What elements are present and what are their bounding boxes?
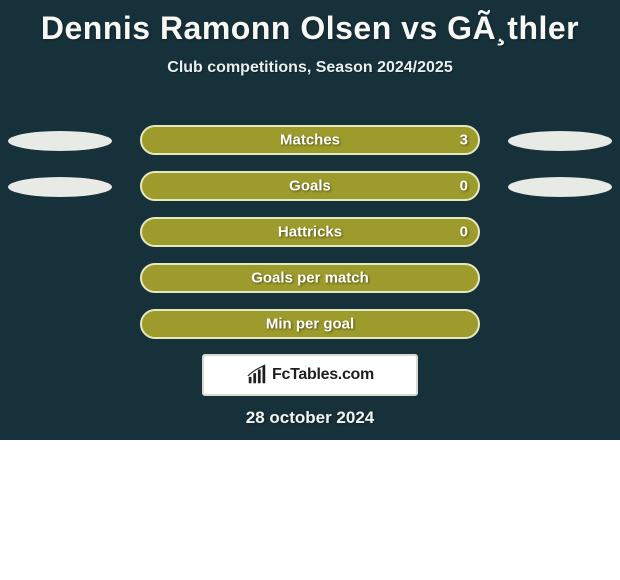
stat-label: Min per goal xyxy=(266,316,354,333)
right-value: 0 xyxy=(460,178,468,195)
stat-row: Matches 3 xyxy=(0,125,620,155)
stat-row: Min per goal xyxy=(0,309,620,339)
stat-row: Goals per match xyxy=(0,263,620,293)
generated-date: 28 october 2024 xyxy=(0,408,620,428)
stat-label: Goals xyxy=(289,178,331,195)
right-ellipse xyxy=(508,177,612,197)
stats-card: Dennis Ramonn Olsen vs GÃ¸thler Club com… xyxy=(0,0,620,440)
stat-bars: Matches 3 Goals 0 Hattricks 0 xyxy=(0,125,620,339)
stat-label: Hattricks xyxy=(278,224,342,241)
watermark-badge: FcTables.com xyxy=(202,354,418,396)
right-value: 3 xyxy=(460,132,468,149)
right-value: 0 xyxy=(460,224,468,241)
watermark-text: FcTables.com xyxy=(272,366,374,384)
title: Dennis Ramonn Olsen vs GÃ¸thler xyxy=(0,0,620,47)
stat-row: Goals 0 xyxy=(0,171,620,201)
bar-chart-icon xyxy=(246,364,268,386)
stat-row: Hattricks 0 xyxy=(0,217,620,247)
stat-pill: Goals 0 xyxy=(140,171,480,201)
right-ellipse xyxy=(508,131,612,151)
stat-label: Goals per match xyxy=(251,270,369,287)
left-ellipse xyxy=(8,131,112,151)
stat-pill: Min per goal xyxy=(140,309,480,339)
stat-label: Matches xyxy=(280,132,340,149)
left-ellipse xyxy=(8,177,112,197)
stat-pill: Goals per match xyxy=(140,263,480,293)
stat-pill: Hattricks 0 xyxy=(140,217,480,247)
stat-pill: Matches 3 xyxy=(140,125,480,155)
subtitle: Club competitions, Season 2024/2025 xyxy=(0,59,620,77)
